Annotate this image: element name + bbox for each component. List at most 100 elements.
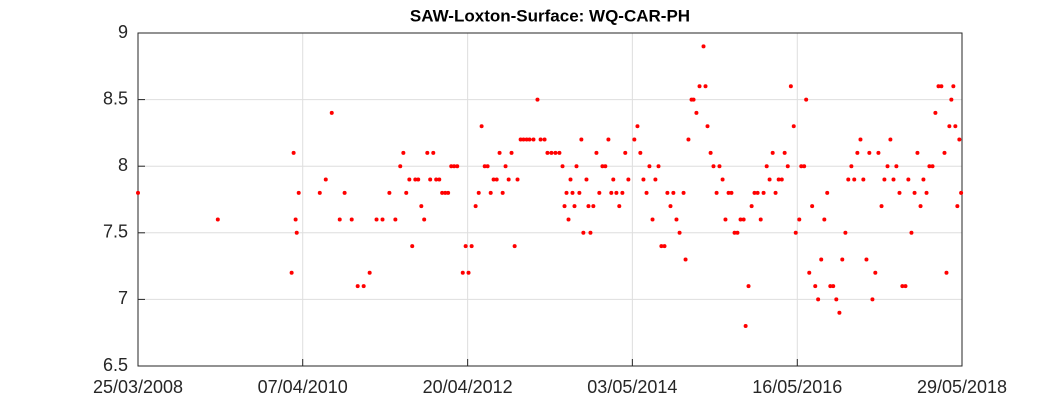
point: [323, 177, 328, 182]
point: [741, 217, 746, 222]
point: [951, 84, 956, 89]
point: [697, 84, 702, 89]
point: [936, 84, 941, 89]
point: [788, 84, 793, 89]
point: [531, 137, 536, 142]
point: [337, 217, 342, 222]
point: [463, 244, 468, 249]
x-tick-label: 20/04/2012: [423, 377, 513, 397]
point: [703, 84, 708, 89]
point: [617, 204, 622, 209]
point: [668, 204, 673, 209]
x-tick-label: 25/03/2008: [93, 377, 183, 397]
point: [564, 190, 569, 195]
point: [900, 284, 905, 289]
y-tick-label: 6.5: [103, 355, 128, 375]
point: [542, 137, 547, 142]
point: [864, 257, 869, 262]
point: [921, 177, 926, 182]
point: [367, 270, 372, 275]
point: [947, 124, 952, 129]
point: [422, 217, 427, 222]
point: [785, 164, 790, 169]
point: [503, 164, 508, 169]
plot-frame: [137, 32, 963, 367]
point: [560, 164, 565, 169]
point: [428, 177, 433, 182]
point: [758, 217, 763, 222]
point: [681, 190, 686, 195]
point: [764, 164, 769, 169]
point: [355, 284, 360, 289]
point: [924, 190, 929, 195]
point: [957, 137, 962, 142]
point: [647, 164, 652, 169]
point: [579, 137, 584, 142]
point: [416, 177, 421, 182]
point: [653, 177, 658, 182]
point: [572, 204, 577, 209]
chart-title: SAW-Loxton-Surface: WQ-CAR-PH: [410, 6, 690, 25]
point: [524, 137, 529, 142]
point: [479, 124, 484, 129]
y-tick-label: 8.5: [103, 88, 128, 108]
point: [939, 84, 944, 89]
point: [515, 177, 520, 182]
point: [959, 190, 964, 195]
point: [440, 190, 445, 195]
point: [545, 150, 550, 155]
point: [626, 177, 631, 182]
point: [494, 177, 499, 182]
point: [705, 124, 710, 129]
point: [361, 284, 366, 289]
point: [885, 164, 890, 169]
point: [398, 164, 403, 169]
point: [852, 177, 857, 182]
point: [837, 310, 842, 315]
point: [296, 190, 301, 195]
point: [419, 204, 424, 209]
point: [566, 217, 571, 222]
point: [136, 190, 140, 195]
point: [770, 150, 775, 155]
point: [714, 190, 719, 195]
x-tick-label: 07/04/2010: [258, 377, 348, 397]
point: [518, 137, 523, 142]
point: [600, 164, 605, 169]
point: [752, 190, 757, 195]
point: [677, 230, 682, 235]
point: [761, 190, 766, 195]
point: [743, 324, 748, 329]
point: [933, 110, 938, 115]
point: [455, 164, 460, 169]
point: [807, 270, 812, 275]
point: [329, 110, 334, 115]
point: [791, 124, 796, 129]
point: [521, 137, 526, 142]
point: [876, 150, 881, 155]
point: [606, 137, 611, 142]
point: [799, 164, 804, 169]
point: [873, 270, 878, 275]
point: [720, 177, 725, 182]
point: [861, 177, 866, 182]
point: [834, 297, 839, 302]
point: [215, 217, 220, 222]
point: [701, 44, 706, 49]
point: [594, 150, 599, 155]
point: [802, 164, 807, 169]
point: [535, 97, 540, 102]
point: [915, 150, 920, 155]
point: [656, 164, 661, 169]
point: [469, 244, 474, 249]
point: [708, 150, 713, 155]
point: [767, 177, 772, 182]
point: [779, 177, 784, 182]
point: [473, 204, 478, 209]
y-tick-label: 7: [118, 288, 128, 308]
point: [650, 217, 655, 222]
point: [843, 230, 848, 235]
point: [557, 150, 562, 155]
point: [665, 190, 670, 195]
